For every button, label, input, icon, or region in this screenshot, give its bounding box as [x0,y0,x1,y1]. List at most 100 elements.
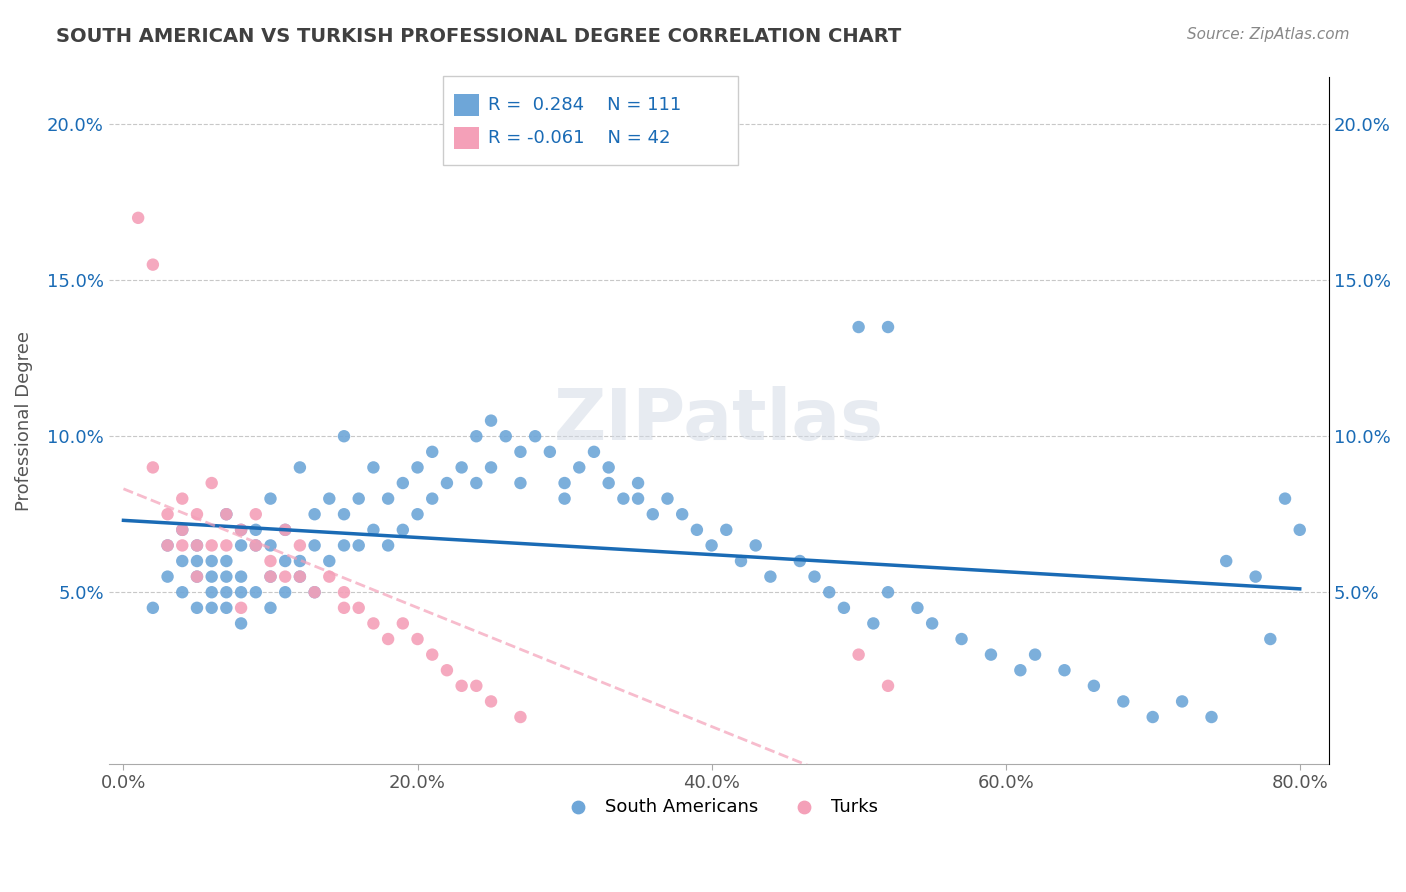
Point [229,585,252,599]
Point [156,538,179,552]
Point [201,569,224,583]
Point [671,507,693,521]
Legend: South Americans, Turks: South Americans, Turks [553,791,884,823]
Point [318,491,340,506]
Point [568,460,591,475]
Point [333,585,356,599]
Point [333,507,356,521]
Point [215,569,238,583]
Point [274,554,297,568]
Point [686,523,709,537]
Point [347,491,370,506]
Point [641,507,664,521]
Point [921,616,943,631]
Point [716,523,738,537]
Text: R =  0.284    N = 111: R = 0.284 N = 111 [488,96,681,114]
Point [406,507,429,521]
Point [406,460,429,475]
Point [848,320,870,334]
Point [142,460,165,475]
Point [172,585,194,599]
Point [186,600,208,615]
Point [304,507,326,521]
Point [479,414,502,428]
Point [215,538,238,552]
Point [1142,710,1164,724]
Point [201,476,224,491]
Point [186,538,208,552]
Point [245,507,267,521]
Point [304,538,326,552]
Point [1024,648,1046,662]
Point [436,663,458,677]
Point [450,679,472,693]
Text: ZIPatlas: ZIPatlas [554,386,884,455]
Point [524,429,547,443]
Point [848,648,870,662]
Point [201,585,224,599]
Point [363,460,385,475]
Point [377,632,399,646]
Point [229,616,252,631]
Point [392,616,415,631]
Point [730,554,752,568]
Point [229,538,252,552]
Point [229,523,252,537]
Point [1274,491,1296,506]
Point [377,538,399,552]
Point [598,476,620,491]
Point [172,523,194,537]
Point [1053,663,1076,677]
Point [392,476,415,491]
Point [215,507,238,521]
Text: Source: ZipAtlas.com: Source: ZipAtlas.com [1187,27,1350,42]
Point [465,476,488,491]
Point [201,600,224,615]
Point [172,523,194,537]
Point [333,538,356,552]
Point [259,538,281,552]
Point [259,600,281,615]
Y-axis label: Professional Degree: Professional Degree [15,331,32,510]
Point [274,523,297,537]
Point [142,600,165,615]
Point [288,538,311,552]
Point [789,554,811,568]
Point [318,554,340,568]
Point [186,538,208,552]
Point [245,585,267,599]
Point [156,538,179,552]
Point [245,538,267,552]
Point [215,585,238,599]
Point [288,460,311,475]
Point [1244,569,1267,583]
Point [172,538,194,552]
Point [201,538,224,552]
Point [598,460,620,475]
Point [156,569,179,583]
Point [215,507,238,521]
Point [363,616,385,631]
Point [245,538,267,552]
Point [392,523,415,537]
Point [1083,679,1105,693]
Point [245,523,267,537]
Point [304,585,326,599]
Point [259,491,281,506]
Point [229,523,252,537]
Point [259,569,281,583]
Point [304,585,326,599]
Point [420,491,443,506]
Point [259,554,281,568]
Point [479,694,502,708]
Point [1201,710,1223,724]
Text: SOUTH AMERICAN VS TURKISH PROFESSIONAL DEGREE CORRELATION CHART: SOUTH AMERICAN VS TURKISH PROFESSIONAL D… [56,27,901,45]
Point [657,491,679,506]
Point [744,538,766,552]
Point [201,554,224,568]
Point [156,507,179,521]
Point [1171,694,1194,708]
Point [420,648,443,662]
Point [333,600,356,615]
Point [907,600,929,615]
